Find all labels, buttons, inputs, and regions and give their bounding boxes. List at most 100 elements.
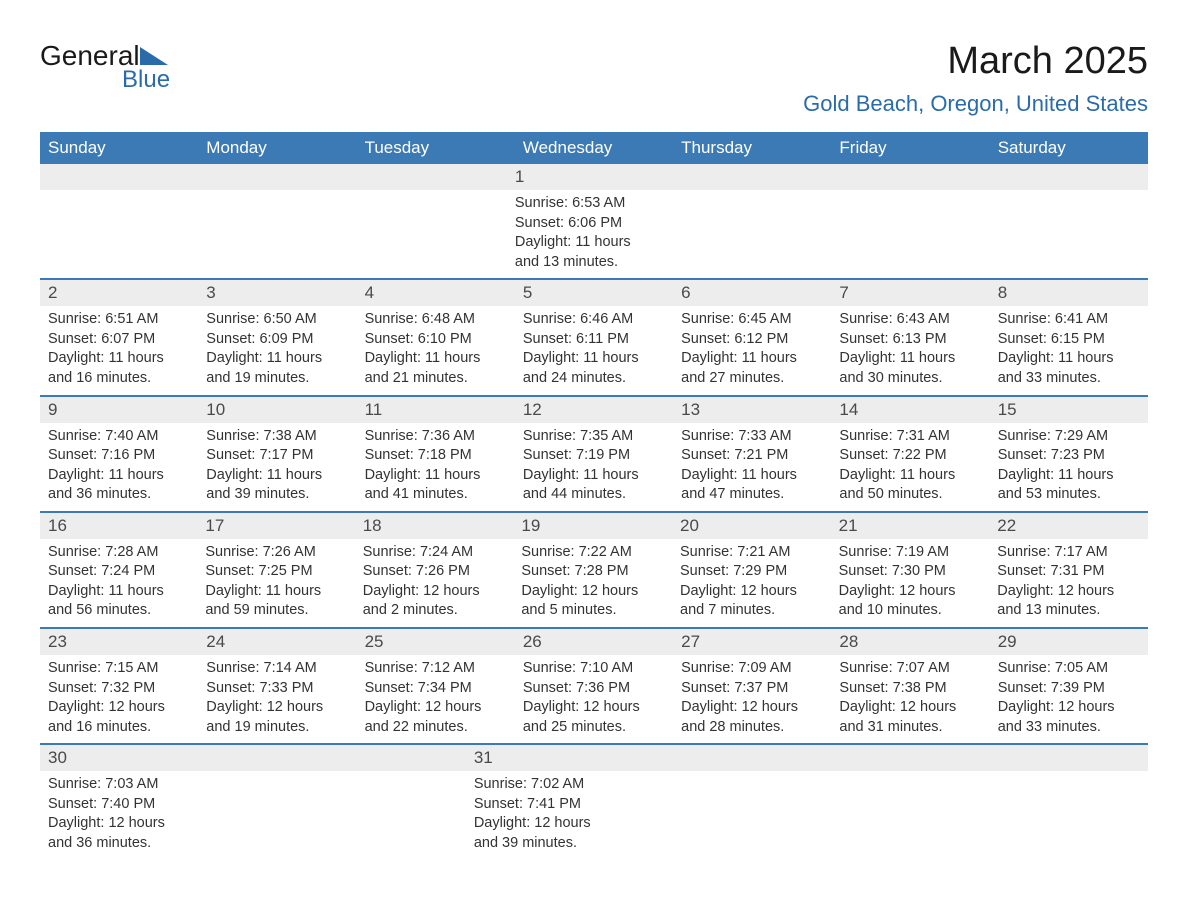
day-data-cell: Sunrise: 6:50 AMSunset: 6:09 PMDaylight:… bbox=[198, 306, 356, 394]
day-number-cell: 16 bbox=[40, 512, 197, 539]
sunrise-text: Sunrise: 6:51 AM bbox=[48, 310, 190, 330]
day-number-row: 1 bbox=[40, 164, 1148, 190]
sunset-text: Sunset: 7:36 PM bbox=[523, 679, 665, 699]
sunrise-text: Sunrise: 7:15 AM bbox=[48, 659, 190, 679]
day-number-cell: 7 bbox=[831, 279, 989, 306]
daylight-text-1: Daylight: 11 hours bbox=[523, 466, 665, 486]
sunrise-text: Sunrise: 6:43 AM bbox=[839, 310, 981, 330]
day-data-cell: Sunrise: 7:40 AMSunset: 7:16 PMDaylight:… bbox=[40, 423, 198, 511]
day-data-cell: Sunrise: 7:31 AMSunset: 7:22 PMDaylight:… bbox=[831, 423, 989, 511]
sunset-text: Sunset: 7:31 PM bbox=[997, 562, 1140, 582]
week-table: 9101112131415Sunrise: 7:40 AMSunset: 7:1… bbox=[40, 395, 1148, 511]
location-text: Gold Beach, Oregon, United States bbox=[803, 91, 1148, 117]
daylight-text-2: and 19 minutes. bbox=[206, 369, 348, 389]
day-data-cell: Sunrise: 7:09 AMSunset: 7:37 PMDaylight:… bbox=[673, 655, 831, 743]
day-data-cell: Sunrise: 7:12 AMSunset: 7:34 PMDaylight:… bbox=[357, 655, 515, 743]
sunrise-text: Sunrise: 7:03 AM bbox=[48, 775, 458, 795]
daylight-text-1: Daylight: 12 hours bbox=[48, 814, 458, 834]
day-data-cell: Sunrise: 7:36 AMSunset: 7:18 PMDaylight:… bbox=[357, 423, 515, 511]
weekday-monday: Monday bbox=[198, 132, 356, 164]
daylight-text-1: Daylight: 12 hours bbox=[998, 698, 1140, 718]
daylight-text-1: Daylight: 12 hours bbox=[839, 698, 981, 718]
daylight-text-2: and 44 minutes. bbox=[523, 485, 665, 505]
daylight-text-2: and 21 minutes. bbox=[365, 369, 507, 389]
daylight-text-2: and 41 minutes. bbox=[365, 485, 507, 505]
daylight-text-2: and 31 minutes. bbox=[839, 718, 981, 738]
sunrise-text: Sunrise: 7:40 AM bbox=[48, 427, 190, 447]
sunset-text: Sunset: 7:34 PM bbox=[365, 679, 507, 699]
day-number-cell: 8 bbox=[990, 279, 1148, 306]
sunrise-text: Sunrise: 6:41 AM bbox=[998, 310, 1140, 330]
day-data-cell: Sunrise: 7:33 AMSunset: 7:21 PMDaylight:… bbox=[673, 423, 831, 511]
day-number-cell: 21 bbox=[831, 512, 990, 539]
sunset-text: Sunset: 7:39 PM bbox=[998, 679, 1140, 699]
day-number-cell bbox=[351, 164, 429, 190]
sunset-text: Sunset: 6:11 PM bbox=[523, 330, 665, 350]
day-number-cell: 5 bbox=[515, 279, 673, 306]
sunset-text: Sunset: 6:06 PM bbox=[515, 214, 1140, 234]
daylight-text-2: and 13 minutes. bbox=[515, 253, 1140, 273]
day-data-cell bbox=[429, 190, 507, 278]
day-number-cell: 10 bbox=[198, 396, 356, 423]
title-area: March 2025 Gold Beach, Oregon, United St… bbox=[803, 40, 1148, 117]
daylight-text-2: and 33 minutes. bbox=[998, 718, 1140, 738]
sunrise-text: Sunrise: 7:35 AM bbox=[523, 427, 665, 447]
day-data-row: Sunrise: 7:40 AMSunset: 7:16 PM Daylight:… bbox=[40, 423, 1148, 511]
week-table: 3031Sunrise: 7:03 AMSunset: 7:40 PMDayli… bbox=[40, 743, 1148, 859]
sunset-text: Sunset: 7:18 PM bbox=[365, 446, 507, 466]
sunrise-text: Sunrise: 7:07 AM bbox=[839, 659, 981, 679]
day-data-cell: Sunrise: 7:38 AMSunset: 7:17 PMDaylight:… bbox=[198, 423, 356, 511]
sunrise-text: Sunrise: 7:21 AM bbox=[680, 543, 823, 563]
daylight-text-1: Daylight: 11 hours bbox=[206, 466, 348, 486]
day-number-cell bbox=[994, 744, 1045, 771]
sunrise-text: Sunrise: 7:14 AM bbox=[206, 659, 348, 679]
daylight-text-2: and 39 minutes. bbox=[474, 834, 884, 854]
weekday-friday: Friday bbox=[831, 132, 989, 164]
day-number-cell bbox=[1045, 744, 1096, 771]
day-number-cell: 14 bbox=[831, 396, 989, 423]
sunset-text: Sunset: 7:19 PM bbox=[523, 446, 665, 466]
day-number-cell: 29 bbox=[990, 628, 1148, 655]
daylight-text-2: and 13 minutes. bbox=[997, 601, 1140, 621]
day-number-cell: 13 bbox=[673, 396, 831, 423]
sunset-text: Sunset: 7:28 PM bbox=[521, 562, 664, 582]
day-data-cell: Sunrise: 7:14 AMSunset: 7:33 PMDaylight:… bbox=[198, 655, 356, 743]
day-data-row: Sunrise: 6:51 AMSunset: 6:07 PMDaylight:… bbox=[40, 306, 1148, 394]
header: General Blue March 2025 Gold Beach, Oreg… bbox=[40, 40, 1148, 117]
sunset-text: Sunset: 7:16 PM bbox=[48, 446, 190, 466]
day-number-cell: 31 bbox=[466, 744, 892, 771]
sunrise-text: Sunrise: 6:45 AM bbox=[681, 310, 823, 330]
day-number-cell: 27 bbox=[673, 628, 831, 655]
daylight-text-2: and 33 minutes. bbox=[998, 369, 1140, 389]
sunset-text: Sunset: 6:09 PM bbox=[206, 330, 348, 350]
day-data-row: Sunrise: 7:15 AMSunset: 7:32 PMDaylight:… bbox=[40, 655, 1148, 743]
daylight-text-2: and 36 minutes. bbox=[48, 485, 190, 505]
day-number-cell bbox=[943, 744, 994, 771]
daylight-text-1: Daylight: 12 hours bbox=[523, 698, 665, 718]
sunrise-text: Sunrise: 6:50 AM bbox=[206, 310, 348, 330]
daylight-text-2: and 16 minutes. bbox=[48, 718, 190, 738]
daylight-text-1: Daylight: 12 hours bbox=[206, 698, 348, 718]
day-data-cell: Sunrise: 7:28 AMSunset: 7:24 PMDaylight:… bbox=[40, 539, 197, 627]
sunrise-text: Sunrise: 7:22 AM bbox=[521, 543, 664, 563]
day-data-cell: Sunrise: 7:22 AMSunset: 7:28 PMDaylight:… bbox=[513, 539, 672, 627]
sunrise-text: Sunrise: 7:24 AM bbox=[363, 543, 506, 563]
sunset-text: Sunset: 7:38 PM bbox=[839, 679, 981, 699]
daylight-text-2: and 19 minutes. bbox=[206, 718, 348, 738]
week-table: 23242526272829Sunrise: 7:15 AMSunset: 7:… bbox=[40, 627, 1148, 743]
day-data-cell: Sunrise: 6:46 AMSunset: 6:11 PMDaylight:… bbox=[515, 306, 673, 394]
sunrise-text: Sunrise: 6:48 AM bbox=[365, 310, 507, 330]
day-number-cell: 11 bbox=[357, 396, 515, 423]
day-data-cell: Sunrise: 7:03 AMSunset: 7:40 PMDaylight:… bbox=[40, 771, 466, 859]
day-data-cell bbox=[273, 190, 351, 278]
sunrise-text: Sunrise: 7:02 AM bbox=[474, 775, 884, 795]
day-number-cell bbox=[429, 164, 507, 190]
daylight-text-1: Daylight: 11 hours bbox=[681, 466, 823, 486]
day-number-cell: 25 bbox=[357, 628, 515, 655]
daylight-text-1: Daylight: 12 hours bbox=[365, 698, 507, 718]
day-data-cell: Sunrise: 7:19 AMSunset: 7:30 PMDaylight:… bbox=[831, 539, 990, 627]
daylight-text-2: and 28 minutes. bbox=[681, 718, 823, 738]
sunset-text: Sunset: 7:41 PM bbox=[474, 795, 884, 815]
day-number-cell: 6 bbox=[673, 279, 831, 306]
daylight-text-1: Daylight: 11 hours bbox=[365, 466, 507, 486]
